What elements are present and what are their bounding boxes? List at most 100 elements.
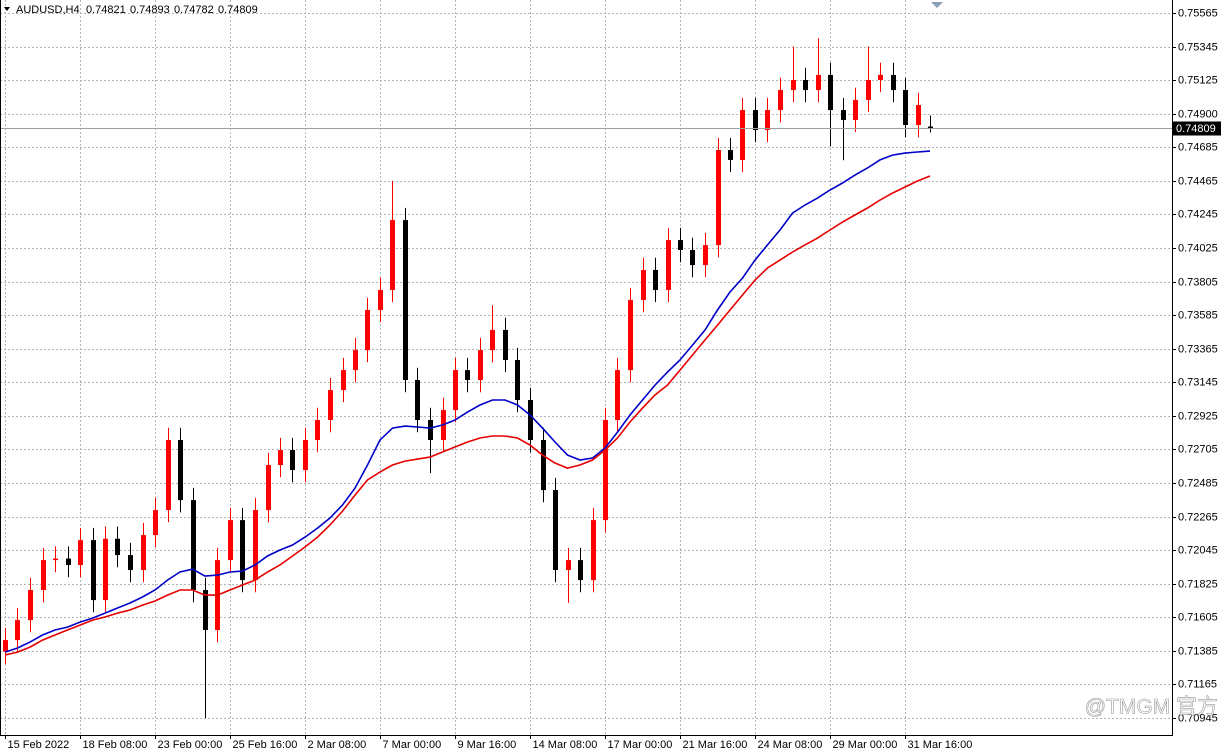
y-tick-label: 0.75125: [1178, 74, 1218, 86]
symbol: AUDUSD,H4: [16, 4, 80, 16]
candle-body: [478, 350, 483, 381]
candle-body: [740, 110, 745, 160]
y-tick-label: 0.71165: [1178, 678, 1217, 690]
candle-body: [390, 220, 395, 290]
x-tick-label: 31 Mar 16:00: [908, 739, 973, 751]
candle-body: [415, 380, 420, 420]
candle-body: [228, 520, 233, 561]
y-tick-label: 0.71605: [1178, 611, 1218, 623]
candle-body: [341, 370, 346, 391]
candle-body: [553, 490, 558, 571]
candle-body: [515, 360, 520, 401]
candle-body: [53, 558, 58, 561]
moving-average: [4, 150, 931, 653]
x-tick-label: 9 Mar 16:00: [458, 739, 517, 751]
candle-body: [678, 240, 683, 250]
candle-body: [828, 74, 833, 111]
candle-body: [41, 560, 46, 591]
candle-body: [666, 240, 671, 290]
header-low: 0.74782: [174, 4, 214, 16]
candle-body: [928, 126, 933, 129]
y-tick-label: 0.72265: [1178, 511, 1218, 523]
candle-body: [141, 535, 146, 571]
shift-marker: [931, 2, 943, 8]
candle-body: [365, 309, 370, 351]
x-tick-label: 14 Mar 08:00: [533, 739, 598, 751]
y-tick-label: 0.72045: [1178, 544, 1218, 556]
y-tick-label: 0.72485: [1178, 477, 1218, 489]
y-tick-label: 0.74465: [1178, 175, 1218, 187]
candle-body: [428, 420, 433, 440]
candle-body: [103, 538, 108, 601]
candle-body: [753, 110, 758, 131]
candle-body: [178, 439, 183, 501]
candle-body: [153, 510, 158, 536]
candle-body: [240, 520, 245, 581]
candle-body: [378, 289, 383, 310]
candle-body: [628, 300, 633, 371]
candle-body: [115, 538, 120, 556]
candle-body: [916, 105, 921, 125]
candle-body: [903, 90, 908, 125]
y-tick-label: 0.74245: [1178, 208, 1218, 220]
candle-body: [716, 150, 721, 246]
candle-body: [615, 370, 620, 420]
price-label-box: [1172, 121, 1221, 136]
candle-body: [703, 245, 708, 266]
candle-body: [841, 110, 846, 120]
y-tick-label: 0.71385: [1178, 645, 1218, 657]
y-tick-label: 0.73805: [1178, 276, 1218, 288]
candle-body: [728, 150, 733, 160]
y-tick-label: 0.73585: [1178, 309, 1218, 321]
y-tick-label: 0.72925: [1178, 410, 1218, 422]
candle-body: [3, 640, 8, 652]
candle-body: [690, 249, 695, 266]
candle-body: [15, 620, 20, 641]
candle-body: [653, 269, 658, 290]
candle-body: [128, 555, 133, 571]
candle-body: [803, 79, 808, 91]
candle-body: [566, 560, 571, 571]
plot: [0, 38, 1172, 719]
candle-body: [403, 220, 408, 381]
candle-body: [490, 329, 495, 351]
candle-body: [66, 558, 71, 565]
x-tick-label: 7 Mar 00:00: [383, 739, 442, 751]
y-tick-label: 0.72705: [1178, 443, 1218, 455]
y-tick-label: 0.74685: [1178, 141, 1218, 153]
grid: [0, 0, 1172, 735]
candle-body: [203, 590, 208, 630]
menu-arrow: [4, 7, 10, 11]
candle-body: [791, 79, 796, 91]
candle-body: [328, 390, 333, 420]
candle-body: [290, 450, 295, 471]
x-tick-label: 2 Mar 08:00: [308, 739, 367, 751]
x-tick-label: 29 Mar 00:00: [833, 739, 898, 751]
x-tick-label: 24 Mar 08:00: [758, 739, 823, 751]
candle-body: [253, 510, 258, 581]
y-tick-label: 0.75565: [1178, 7, 1218, 19]
candle-body: [353, 350, 358, 371]
candle-body: [453, 370, 458, 411]
header-high: 0.74893: [130, 4, 170, 16]
candle-body: [166, 439, 171, 511]
candle-body: [266, 465, 271, 511]
watermark: @TMGM 官方: [1085, 696, 1218, 719]
y-tick-label: 0.70945: [1178, 712, 1218, 724]
candle-body: [528, 400, 533, 440]
header-close: 0.74809: [218, 4, 258, 16]
candle-body: [503, 329, 508, 361]
candle-body: [878, 74, 883, 80]
price-label: 0.74809: [1176, 123, 1216, 135]
candle-body: [191, 500, 196, 591]
candle-body: [853, 99, 858, 120]
candle-body: [866, 79, 871, 100]
x-tick-label: 23 Feb 00:00: [158, 739, 223, 751]
candle-body: [78, 540, 83, 565]
x-tick-label: 21 Mar 16:00: [683, 739, 748, 751]
header-open: 0.74821: [86, 4, 126, 16]
y-tick-label: 0.71825: [1178, 578, 1218, 590]
